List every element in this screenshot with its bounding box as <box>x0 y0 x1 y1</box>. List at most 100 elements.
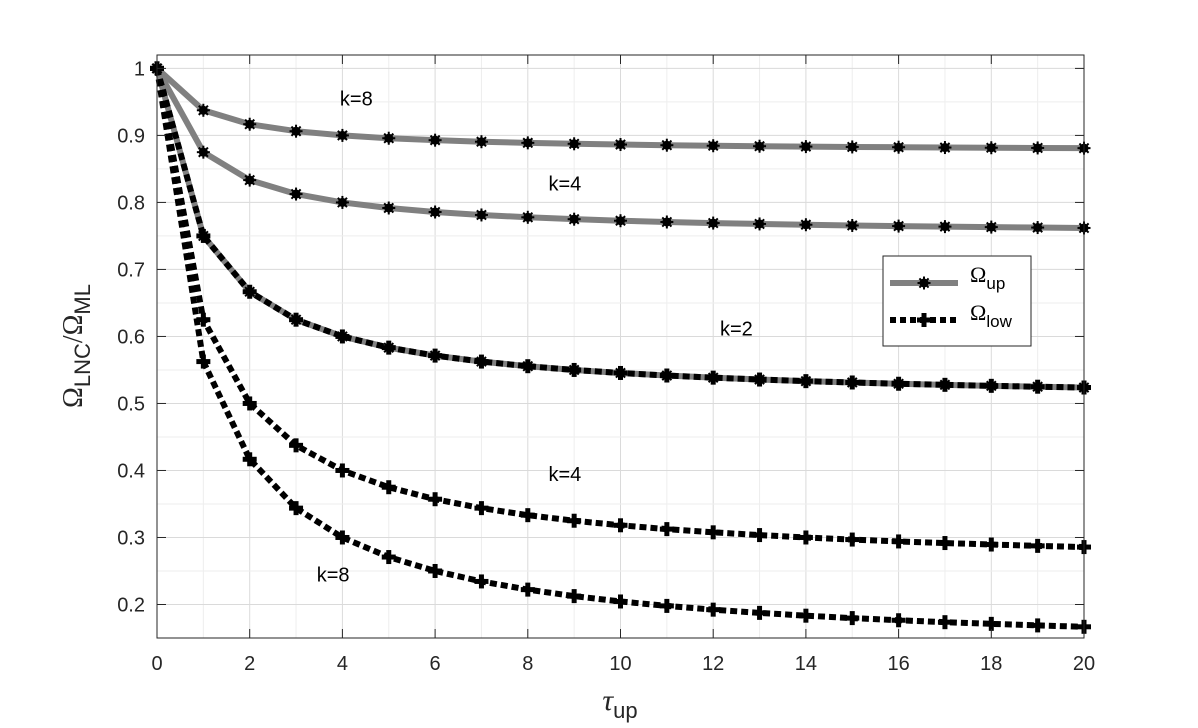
y-tick-label: 0.9 <box>117 125 145 147</box>
data-point-marker <box>567 137 581 151</box>
data-point-marker <box>659 522 674 537</box>
data-point-marker <box>892 140 906 154</box>
data-point-marker <box>614 138 627 152</box>
data-point-marker <box>1030 538 1045 553</box>
x-tick-label: 14 <box>795 653 817 675</box>
legend-marker-low <box>917 313 931 327</box>
data-point-marker <box>382 131 396 145</box>
data-point-marker <box>984 616 999 631</box>
data-point-marker <box>474 135 488 149</box>
data-point-marker <box>242 396 257 411</box>
data-point-marker <box>753 139 767 153</box>
y-tick-label: 0.7 <box>117 259 145 281</box>
data-point-marker <box>335 195 349 209</box>
data-point-marker <box>289 312 304 327</box>
data-point-marker <box>567 589 582 604</box>
x-tick-label: 4 <box>337 653 348 675</box>
data-point-marker <box>196 354 211 369</box>
data-point-marker <box>428 563 443 578</box>
data-point-marker <box>845 532 860 547</box>
legend: Ωup Ωlow <box>882 255 1032 347</box>
data-point-marker <box>706 216 720 230</box>
x-tick-label: 0 <box>151 653 162 675</box>
data-point-marker <box>799 140 813 154</box>
data-point-marker <box>984 220 998 234</box>
legend-entry-up: Ωup <box>890 262 1005 293</box>
data-point-marker <box>706 602 721 617</box>
data-point-marker <box>891 534 906 549</box>
data-point-marker <box>474 574 489 589</box>
k-annotation: k=8 <box>340 89 373 111</box>
data-point-marker <box>706 525 721 540</box>
data-point-marker <box>660 138 674 152</box>
data-point-marker <box>1030 379 1045 394</box>
series-line <box>154 67 1085 630</box>
data-point-marker <box>242 452 257 467</box>
x-tick-label: 10 <box>609 653 631 675</box>
data-point-marker <box>567 362 582 377</box>
x-tick-label: 18 <box>980 653 1002 675</box>
data-point-marker <box>752 605 767 620</box>
data-point-marker <box>706 370 721 385</box>
y-tick-label: 0.8 <box>117 192 145 214</box>
y-tick-label: 0.5 <box>117 393 145 415</box>
annotations: k=8 k=4 k=2 k=4 k=8 <box>317 89 753 587</box>
data-point-marker <box>752 528 767 543</box>
data-point-marker <box>938 141 952 155</box>
data-point-marker <box>381 340 396 355</box>
data-point-marker <box>845 375 860 390</box>
data-point-marker <box>892 219 906 233</box>
y-tick-label: 0.3 <box>117 527 145 549</box>
data-point-marker <box>891 376 906 391</box>
data-point-marker <box>382 201 396 215</box>
data-point-marker <box>428 133 442 147</box>
data-point-marker <box>845 611 860 626</box>
data-point-marker <box>428 205 442 219</box>
data-point-marker <box>474 501 489 516</box>
x-axis-label: τup <box>602 684 637 723</box>
data-point-marker <box>845 218 859 232</box>
data-point-marker <box>381 550 396 565</box>
x-tick-label: 2 <box>244 653 255 675</box>
tick-marks <box>156 55 1085 638</box>
x-tick-label: 16 <box>887 653 909 675</box>
data-point-marker <box>845 140 859 154</box>
k-annotation: k=4 <box>548 174 581 196</box>
data-point-marker <box>798 374 813 389</box>
data-point-marker <box>984 141 998 155</box>
data-point-marker <box>614 214 627 228</box>
data-point-marker <box>520 508 535 523</box>
data-point-marker <box>659 368 674 383</box>
data-point-marker <box>937 536 952 551</box>
data-point-marker <box>798 608 813 623</box>
x-tick-label: 6 <box>430 653 441 675</box>
data-point-marker <box>799 218 813 232</box>
data-point-marker <box>660 215 674 229</box>
k-annotation: k=8 <box>317 564 350 586</box>
k-annotation: k=2 <box>720 318 753 340</box>
data-point-marker <box>659 598 674 613</box>
data-point-marker <box>1030 618 1045 633</box>
data-point-marker <box>335 463 350 478</box>
data-point-marker <box>1031 221 1045 235</box>
data-point-marker <box>428 348 443 363</box>
legend-box <box>882 255 1032 347</box>
data-point-marker <box>243 173 257 187</box>
data-point-marker <box>1031 141 1045 155</box>
y-tick-label: 0.6 <box>117 326 145 348</box>
data-point-marker <box>335 329 350 344</box>
data-point-marker <box>474 354 489 369</box>
k-annotation: k=4 <box>548 464 581 486</box>
data-point-marker <box>289 501 304 516</box>
x-tick-label: 12 <box>702 653 724 675</box>
y-axis-label: ΩLNC/ΩML <box>58 284 95 408</box>
data-point-marker <box>428 492 443 507</box>
data-point-marker <box>196 228 211 243</box>
data-point-marker <box>706 139 720 153</box>
series-up-k8 <box>150 61 1091 155</box>
data-point-marker <box>984 537 999 552</box>
data-point-marker <box>474 208 488 222</box>
data-point-marker <box>937 615 952 630</box>
data-point-marker <box>335 128 349 142</box>
